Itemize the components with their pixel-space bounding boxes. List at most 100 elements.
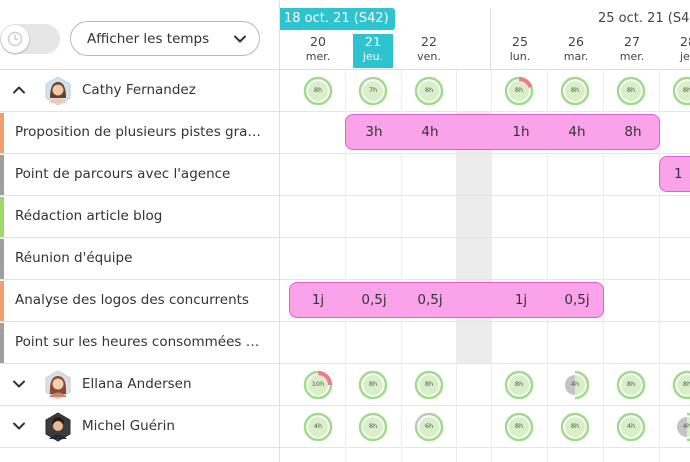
task-pill[interactable]: 3h 4h 1h 4h 8h	[345, 114, 660, 150]
workload-ring[interactable]: 8h	[560, 76, 590, 106]
task-label: Réunion d'équipe	[15, 250, 133, 266]
task-row[interactable]: Proposition de plusieurs pistes graphi…	[0, 112, 280, 154]
workload-value: 4h	[570, 380, 580, 388]
day-weekday: mer.	[305, 50, 331, 63]
column-line	[401, 70, 402, 462]
workload-ring-graphic	[414, 412, 444, 442]
workload-ring[interactable]: 8h	[672, 370, 690, 400]
workload-ring[interactable]: 8h	[414, 76, 444, 106]
workload-ring[interactable]: 4h	[303, 412, 333, 442]
task-color-bar	[0, 281, 4, 321]
day-header[interactable]: 28 jeu.	[660, 34, 690, 68]
workload-ring-graphic	[616, 412, 646, 442]
chevron-up-icon[interactable]	[12, 83, 26, 97]
workload-ring[interactable]: 8h	[303, 76, 333, 106]
chevron-down-icon	[234, 35, 246, 43]
task-pill[interactable]: 1j 0,5j 0,5j 1j 0,5j	[289, 282, 604, 318]
pill-value: 1h	[512, 124, 530, 140]
task-label: Analyse des logos des concurrents	[15, 292, 249, 308]
day-weekday: ven.	[417, 50, 441, 63]
day-weekday: lun.	[509, 50, 531, 63]
person-row-ellana[interactable]: Ellana Andersen	[0, 364, 280, 406]
display-times-dropdown[interactable]: Afficher les temps	[70, 21, 260, 56]
workload-value: 8h	[626, 380, 636, 388]
workload-ring[interactable]: 8h	[504, 76, 534, 106]
workload-ring-graphic	[616, 370, 646, 400]
avatar	[45, 370, 71, 400]
workload-value: 4h	[313, 422, 323, 430]
person-row-michel[interactable]: Michel Guérin	[0, 406, 280, 448]
workload-value: 8h	[682, 86, 690, 94]
column-line	[547, 70, 548, 462]
workload-ring[interactable]: 10h	[303, 370, 333, 400]
workload-ring[interactable]: 8h	[616, 370, 646, 400]
workload-ring-graphic	[504, 412, 534, 442]
column-line	[659, 70, 660, 462]
task-color-bar	[0, 323, 4, 363]
day-number: 22	[421, 34, 437, 49]
workload-ring-graphic	[303, 370, 333, 400]
day-number: 28	[680, 34, 690, 49]
day-number: 25	[512, 34, 528, 49]
workload-ring-graphic	[358, 370, 388, 400]
workload-value: 8h	[626, 86, 636, 94]
task-row[interactable]: Analyse des logos des concurrents	[0, 280, 280, 322]
task-color-bar	[0, 239, 4, 279]
day-weekday: jeu.	[362, 50, 384, 63]
task-row[interactable]: Réunion d'équipe	[0, 238, 280, 280]
workload-value: 8h	[424, 380, 434, 388]
workload-ring[interactable]: 8h	[414, 370, 444, 400]
workload-value: 8h	[424, 86, 434, 94]
day-header[interactable]: 26 mar.	[548, 34, 604, 68]
workload-ring-graphic	[414, 370, 444, 400]
workload-ring[interactable]: 8h	[616, 76, 646, 106]
time-toggle[interactable]	[0, 24, 60, 54]
row-line	[280, 447, 690, 448]
day-header[interactable]: 22 ven.	[401, 34, 457, 68]
workload-value: 8h	[514, 380, 524, 388]
avatar	[45, 76, 71, 106]
day-header[interactable]: 20 mer.	[290, 34, 346, 68]
task-color-bar	[0, 113, 4, 153]
row-line	[280, 111, 690, 112]
person-name: Ellana Andersen	[82, 376, 192, 392]
column-line	[603, 70, 604, 462]
workload-ring[interactable]: 8h	[504, 370, 534, 400]
task-row[interactable]: Rédaction article blog	[0, 196, 280, 238]
workload-ring[interactable]: 4h	[672, 412, 690, 442]
row-line	[280, 279, 690, 280]
chevron-down-icon[interactable]	[12, 419, 26, 433]
day-header[interactable]: 27 mer.	[604, 34, 660, 68]
workload-ring[interactable]: 7h	[358, 76, 388, 106]
header-divider	[280, 69, 690, 70]
toggle-knob[interactable]	[1, 25, 29, 53]
workload-ring-graphic	[616, 76, 646, 106]
workload-ring[interactable]: 6h	[414, 412, 444, 442]
workload-ring-graphic	[672, 370, 690, 400]
week-divider	[490, 8, 491, 70]
pill-value: 1	[674, 166, 683, 182]
workload-value: 10h	[311, 380, 325, 388]
row-line	[280, 363, 690, 364]
workload-ring[interactable]: 4h	[616, 412, 646, 442]
chevron-down-icon[interactable]	[12, 377, 26, 391]
day-header[interactable]: 25 lun.	[492, 34, 548, 68]
workload-ring[interactable]: 8h	[504, 412, 534, 442]
workload-ring[interactable]: 8h	[560, 412, 590, 442]
task-row[interactable]: Point sur les heures consommées du …	[0, 322, 280, 364]
workload-ring-graphic	[672, 412, 690, 442]
task-row[interactable]: Point de parcours avec l'agence	[0, 154, 280, 196]
next-week-label: 25 oct. 21 (S43)	[598, 11, 690, 26]
day-weekday: mer.	[619, 50, 645, 63]
weekend-gap	[456, 112, 491, 364]
day-number: 20	[310, 34, 326, 49]
pill-value: 8h	[624, 124, 642, 140]
workload-ring[interactable]: 4h	[560, 370, 590, 400]
workload-ring-graphic	[303, 76, 333, 106]
workload-ring[interactable]: 8h	[672, 76, 690, 106]
day-header-today[interactable]: 21 jeu.	[353, 34, 393, 68]
task-pill[interactable]: 1	[659, 156, 690, 192]
person-row-cathy[interactable]: Cathy Fernandez	[0, 70, 280, 112]
workload-ring[interactable]: 8h	[358, 370, 388, 400]
workload-ring[interactable]: 8h	[358, 412, 388, 442]
